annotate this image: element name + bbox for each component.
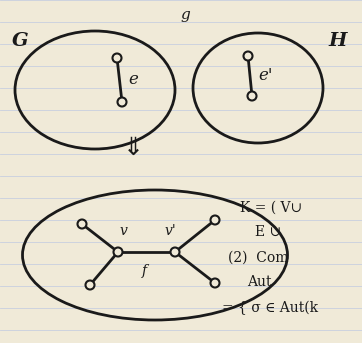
Text: H: H bbox=[328, 32, 346, 50]
Circle shape bbox=[248, 92, 257, 100]
Text: K = ( V∪: K = ( V∪ bbox=[240, 201, 302, 215]
Text: f: f bbox=[142, 264, 147, 278]
Text: e': e' bbox=[258, 68, 273, 84]
Circle shape bbox=[244, 51, 253, 60]
Text: Aut: Aut bbox=[247, 275, 272, 289]
Text: G: G bbox=[12, 32, 29, 50]
Circle shape bbox=[77, 220, 87, 228]
Circle shape bbox=[171, 248, 180, 257]
Circle shape bbox=[210, 215, 219, 225]
Text: v: v bbox=[119, 224, 127, 238]
Text: e: e bbox=[128, 71, 138, 88]
Text: ⇓: ⇓ bbox=[122, 136, 143, 160]
Text: = { σ ∈ Aut(k: = { σ ∈ Aut(k bbox=[222, 301, 318, 315]
Circle shape bbox=[113, 54, 122, 62]
Circle shape bbox=[118, 97, 126, 106]
Circle shape bbox=[114, 248, 122, 257]
Text: g: g bbox=[180, 8, 190, 22]
Circle shape bbox=[85, 281, 94, 289]
Text: (2)  Com: (2) Com bbox=[228, 251, 289, 265]
Circle shape bbox=[210, 279, 219, 287]
Text: v': v' bbox=[164, 224, 176, 238]
Text: E ∪: E ∪ bbox=[255, 225, 281, 239]
